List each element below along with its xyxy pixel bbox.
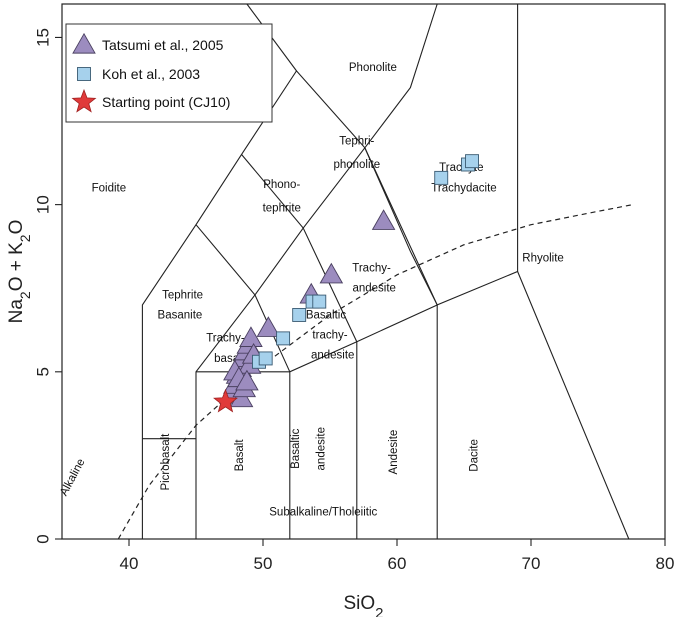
field-label-vertical: Andesite bbox=[388, 430, 400, 475]
star-point bbox=[213, 388, 238, 413]
field-label: andesite bbox=[352, 283, 395, 295]
legend-star-icon bbox=[71, 88, 97, 113]
x-tick-label: 40 bbox=[120, 554, 139, 573]
plot-frame bbox=[61, 3, 666, 540]
field-label: Foidite bbox=[92, 182, 127, 194]
field-label-vertical: Basalt bbox=[234, 439, 246, 472]
x-tick-label: 50 bbox=[254, 554, 273, 573]
square-point bbox=[312, 294, 327, 309]
triangle-point bbox=[235, 369, 259, 391]
field-label: andesite bbox=[311, 349, 354, 361]
field-label-vertical: Basaltic bbox=[290, 428, 302, 469]
square-point bbox=[276, 331, 291, 346]
x-tick-label: 60 bbox=[388, 554, 407, 573]
triangle-point bbox=[256, 316, 281, 337]
field-label: Rhyolite bbox=[522, 252, 564, 264]
triangle-point bbox=[239, 326, 263, 347]
square-point bbox=[465, 154, 479, 169]
y-tick-label: 15 bbox=[33, 28, 52, 47]
field-label-vertical: Picrobasalt bbox=[160, 433, 172, 491]
triangle-point bbox=[319, 262, 344, 284]
legend-triangle-icon bbox=[72, 32, 96, 54]
field-label: Phono- bbox=[263, 179, 300, 191]
legend-box bbox=[65, 23, 273, 123]
y-tick-label: 10 bbox=[33, 195, 52, 214]
field-label: Phonolite bbox=[349, 62, 397, 74]
field-label: Trachy- bbox=[206, 333, 245, 345]
square-point bbox=[258, 351, 273, 366]
y-axis-label: Na2O + K2O bbox=[6, 220, 33, 324]
field-label: Subalkaline/Tholeiitic bbox=[269, 507, 377, 519]
field-boundary-line bbox=[364, 147, 438, 306]
field-boundary-line bbox=[141, 69, 630, 540]
field-label: tephrite bbox=[263, 202, 301, 214]
field-label: Basanite bbox=[158, 309, 203, 321]
y-tick-label: 5 bbox=[33, 367, 52, 376]
x-axis-label: SiO2 bbox=[343, 593, 383, 617]
data-points bbox=[213, 154, 479, 413]
legend-entry-label: Koh et al., 2003 bbox=[102, 66, 200, 82]
triangle-point bbox=[371, 209, 396, 230]
field-label-vertical: andesite bbox=[316, 427, 328, 470]
legend-square-icon bbox=[77, 67, 91, 81]
field-label: trachy- bbox=[312, 329, 347, 341]
field-label: Trachy- bbox=[352, 263, 391, 275]
axes: 40 50 60 70 80 0 5 10 15 SiO2 Na2O + K2O bbox=[6, 28, 674, 617]
field-boundary-line bbox=[241, 154, 358, 539]
field-label: Tephri- bbox=[339, 135, 374, 147]
x-tick-label: 70 bbox=[522, 554, 541, 573]
legend-entry-label: Tatsumi et al., 2005 bbox=[102, 37, 224, 53]
field-label: Trachydacite bbox=[431, 182, 496, 194]
alkaline-divider-line bbox=[117, 204, 633, 540]
y-tick-label: 0 bbox=[33, 534, 52, 543]
square-point bbox=[434, 170, 449, 185]
field-label-vertical: Dacite bbox=[468, 439, 480, 472]
field-label: Basaltic bbox=[306, 309, 347, 321]
field-label: phonolite bbox=[333, 159, 380, 171]
legend-entry-label: Starting point (CJ10) bbox=[102, 94, 230, 110]
x-tick-label: 80 bbox=[656, 554, 675, 573]
square-point bbox=[292, 308, 307, 322]
alkaline-subalkaline-divider bbox=[117, 204, 633, 540]
field-label: Tephrite bbox=[162, 289, 203, 301]
legend: Tatsumi et al., 2005 Koh et al., 2003 Star… bbox=[65, 23, 273, 123]
